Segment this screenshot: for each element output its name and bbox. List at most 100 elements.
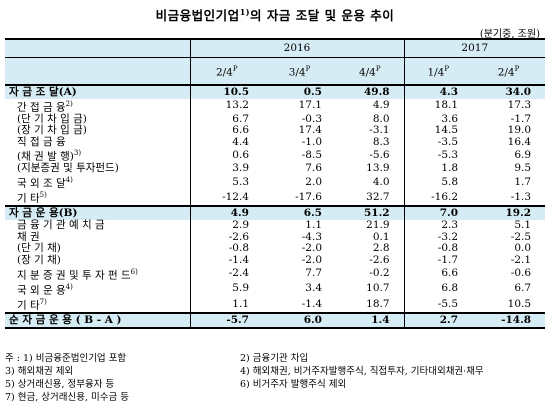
cell-value: -5.5	[437, 297, 459, 310]
row-label-text: 기 타	[17, 299, 40, 312]
row-label: 간 접 금 융2)	[5, 98, 191, 114]
cell-value: -12.4	[222, 190, 249, 203]
year-2017: 2017	[404, 39, 546, 58]
footnote-mark: 5)	[39, 191, 47, 200]
row-label-text: 국 외 조 달	[17, 177, 66, 190]
quarter-sup: P	[305, 65, 311, 73]
title-main: 비금융법인기업	[155, 8, 240, 23]
table-row: 간 접 금 융2) 13.2 17.1 4.9 18.1 17.3	[5, 98, 545, 114]
cell-value: -1.7	[437, 254, 459, 267]
quarter-label: 1/4	[427, 66, 445, 79]
row-label-text: 국 외 운 용	[17, 284, 66, 297]
cell-value: 1.4	[336, 312, 405, 328]
row-label: 순 자 금 운 용 ( B - A )	[5, 312, 191, 328]
cell-value: -5.3	[437, 149, 459, 162]
row-label-text: 직 접 금 융	[17, 135, 66, 148]
row-label-text: (장 기 채)	[17, 254, 61, 267]
cell-value: 0.5	[263, 84, 336, 99]
cell-value: 4.9	[336, 98, 405, 114]
table-row: (단 기 채) -0.8 -2.0 2.8 -0.8 0.0	[5, 242, 545, 256]
cell-value: 4.0	[336, 175, 405, 191]
cell-value: 17.4	[298, 124, 322, 137]
cell-value: 21.9	[336, 220, 405, 232]
row-label-text: 금 융 기 관 예 치 금	[17, 219, 105, 232]
cell-value: 17.3	[507, 99, 532, 112]
cell-value: 19.2	[472, 206, 546, 221]
footnote-text: 7) 현금, 상거래신용, 미수금 등	[5, 392, 130, 403]
row-label: 채 권	[5, 231, 191, 244]
cell-value: 5.1	[514, 219, 532, 232]
cell-value: -17.6	[295, 190, 322, 203]
cell-value: 7.6	[305, 162, 322, 175]
row-label: 금 융 기 관 예 치 금	[5, 219, 191, 232]
cell-value: 13.2	[225, 99, 249, 112]
cell-value: -0.8	[437, 242, 459, 255]
quarter-label: 2/4	[215, 66, 233, 79]
footnote-mark: 4)	[65, 176, 73, 185]
row-label: (채 권 발 행)3)	[5, 148, 191, 164]
quarter-label: 3/4	[288, 66, 306, 79]
section-row: 순 자 금 운 용 ( B - A ) -5.7 6.0 1.4 2.7 -14.8	[5, 312, 546, 328]
cell-value: 10.5	[190, 84, 263, 99]
quarter-sup: P	[514, 65, 520, 73]
footnote-line: 3) 해외채권 제외 4) 해외채권, 비거주자발행주식, 직접투자, 기타대외채…	[5, 365, 545, 378]
footnote-line: 주 : 1) 비금융준법인기업 포함 2) 금융기관 차입	[5, 352, 545, 365]
row-label-text: 순 자 금 운 용 ( B - A )	[9, 313, 122, 326]
cell-value: 51.2	[336, 206, 405, 221]
cell-value: -2.6	[336, 254, 405, 267]
table-row: 국 외 조 달4) 5.3 2.0 4.0 5.8 1.7	[5, 175, 545, 191]
cell-value: 1.1	[305, 219, 322, 232]
cell-value: 2.9	[232, 219, 249, 232]
row-label-text: 자 금 조 달(A)	[9, 85, 77, 98]
table-row: (채 권 발 행)3) 0.6 -8.5 -5.6 -5.3 6.9	[5, 148, 545, 164]
cell-value: -0.8	[228, 242, 249, 255]
cell-value: -1.4	[301, 297, 322, 310]
cell-value: 19.0	[507, 124, 532, 137]
quarter-label: 2/4	[497, 66, 515, 79]
cell-value: 2.8	[336, 243, 405, 256]
cell-value: 0.0	[514, 242, 532, 255]
row-label: 자 금 운 용(B)	[5, 206, 191, 221]
table-row: (단 기 차 입 금) 6.7 -0.3 8.0 3.6 -1.7	[5, 112, 545, 126]
footnote-text: 3) 해외채권 제외	[5, 366, 74, 377]
cell-value: -1.0	[301, 135, 322, 148]
table-row: 기 타5) -12.4 -17.6 32.7 -16.2 -1.3	[5, 190, 545, 207]
cell-value: -2.4	[228, 267, 249, 280]
footnote-text: 6) 비거주자 발행주식 제외	[240, 379, 347, 390]
header-year-row: 2016 2017	[5, 39, 546, 58]
row-label-text: (장 기 차 입 금)	[17, 124, 87, 137]
cell-value: -0.2	[336, 266, 405, 282]
cell-value: -2.1	[510, 254, 532, 267]
footnote-text: 주 : 1) 비금융준법인기업 포함	[5, 353, 127, 364]
row-label: 직 접 금 융	[5, 135, 191, 149]
cell-value: -2.0	[301, 254, 322, 267]
section-row: 자 금 조 달(A) 10.5 0.5 49.8 4.3 34.0	[5, 84, 546, 99]
cell-value: 4.4	[232, 135, 249, 148]
cell-value: 1.8	[441, 162, 459, 175]
footnote-mark: 6)	[130, 267, 138, 276]
cell-value: 5.9	[232, 282, 249, 295]
row-label: (장 기 차 입 금)	[5, 124, 191, 137]
row-label-text: (단 기 채)	[17, 242, 61, 255]
table-row: 채 권 -2.6 -4.3 0.1 -3.2 -2.5	[5, 231, 545, 244]
table-row: 직 접 금 융 4.4 -1.0 8.3 -3.5 16.4	[5, 135, 545, 149]
quarter-sup: P	[232, 65, 238, 73]
table-row: 국 외 운 용4) 5.9 3.4 10.7 6.8 6.7	[5, 281, 545, 297]
cell-value: 16.4	[507, 135, 532, 148]
footnote-mark: 4)	[65, 282, 73, 291]
cell-value: 5.3	[232, 175, 249, 188]
cell-value: 3.4	[305, 282, 322, 295]
footnote-mark: 3)	[73, 149, 82, 158]
table-row: (장 기 차 입 금) 6.6 17.4 -3.1 14.5 19.0	[5, 124, 545, 137]
quarter-label: 4/4	[358, 66, 376, 79]
cell-value: 6.8	[441, 282, 459, 295]
cell-value: 6.7	[232, 112, 249, 125]
cell-value: 1.1	[232, 297, 249, 310]
cell-value: 2.3	[441, 219, 459, 232]
cell-value: 49.8	[336, 84, 405, 99]
cell-value: 18.1	[434, 99, 459, 112]
table-row: (지분증권 및 투자펀드) 3.9 7.6 13.9 1.8 9.5	[5, 162, 545, 176]
cell-value: 0.6	[232, 149, 249, 162]
cell-value: 6.7	[514, 282, 532, 295]
row-label: (장 기 채)	[5, 254, 191, 267]
